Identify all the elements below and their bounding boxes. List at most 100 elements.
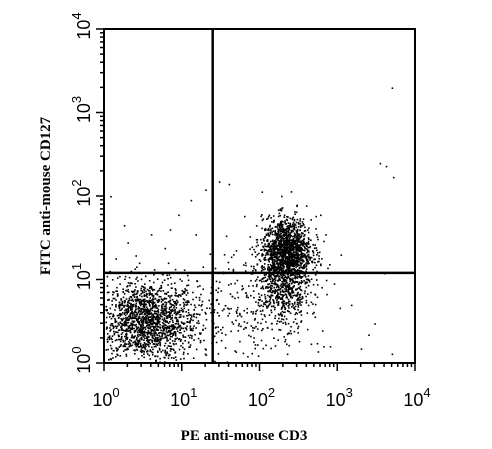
event-dot bbox=[294, 224, 297, 226]
event-dot bbox=[172, 348, 174, 350]
event-dot bbox=[279, 209, 282, 212]
event-dot bbox=[144, 312, 146, 315]
event-dot bbox=[192, 329, 194, 332]
event-dot bbox=[178, 325, 180, 328]
event-dot bbox=[284, 321, 287, 324]
event-dot bbox=[273, 264, 276, 266]
event-dot bbox=[153, 269, 156, 271]
event-dot bbox=[290, 239, 293, 242]
event-dot bbox=[279, 208, 282, 210]
event-dot bbox=[284, 275, 287, 278]
event-dot bbox=[260, 215, 262, 218]
event-dot bbox=[140, 299, 143, 302]
event-dot bbox=[136, 295, 138, 298]
event-dot bbox=[308, 280, 311, 283]
event-dot bbox=[267, 264, 269, 266]
event-dot bbox=[302, 244, 304, 247]
event-dot bbox=[181, 322, 184, 324]
event-dot bbox=[287, 332, 290, 334]
event-dot bbox=[293, 303, 296, 305]
event-dot bbox=[169, 306, 171, 309]
event-dot bbox=[281, 301, 283, 304]
event-dot bbox=[296, 312, 299, 315]
event-dot bbox=[286, 266, 288, 268]
event-dot bbox=[288, 261, 290, 263]
event-dot bbox=[290, 242, 292, 244]
event-dot bbox=[283, 235, 285, 237]
event-dot bbox=[297, 325, 300, 328]
event-dot bbox=[118, 306, 121, 309]
event-dot bbox=[153, 310, 156, 312]
event-dot bbox=[271, 328, 273, 331]
event-dot bbox=[160, 285, 163, 287]
event-dot bbox=[135, 323, 137, 326]
event-dot bbox=[169, 229, 172, 231]
event-dot bbox=[124, 333, 127, 336]
event-dot bbox=[270, 347, 272, 350]
event-dot bbox=[179, 328, 182, 331]
event-dot bbox=[297, 302, 300, 304]
event-dot bbox=[148, 280, 151, 282]
event-dot bbox=[303, 242, 306, 245]
event-dot bbox=[288, 284, 291, 287]
event-dot bbox=[215, 341, 218, 344]
event-dot bbox=[287, 216, 289, 218]
event-dot bbox=[273, 248, 276, 250]
event-dot bbox=[166, 352, 169, 355]
event-dot bbox=[187, 279, 190, 282]
event-dot bbox=[300, 259, 303, 262]
event-dot bbox=[270, 217, 272, 219]
event-dot bbox=[162, 307, 164, 310]
event-dot bbox=[190, 328, 192, 330]
event-dot bbox=[316, 342, 319, 345]
event-dot bbox=[170, 318, 172, 321]
event-dot bbox=[306, 328, 309, 331]
event-dot bbox=[392, 176, 395, 179]
event-dot bbox=[122, 341, 125, 343]
event-dot bbox=[286, 284, 289, 287]
event-dot bbox=[312, 268, 314, 271]
event-dot bbox=[195, 296, 198, 299]
event-dot bbox=[113, 332, 116, 335]
event-dot bbox=[268, 258, 271, 261]
event-dot bbox=[179, 340, 182, 342]
event-dot bbox=[267, 327, 269, 329]
event-dot bbox=[305, 205, 308, 207]
event-dot bbox=[153, 281, 155, 284]
event-dot bbox=[108, 338, 111, 341]
event-dot bbox=[299, 258, 301, 260]
event-dot bbox=[127, 303, 129, 306]
event-dot bbox=[285, 302, 288, 304]
event-dot bbox=[267, 217, 269, 220]
event-dot bbox=[120, 303, 122, 306]
event-dot bbox=[303, 241, 305, 243]
event-dot bbox=[268, 278, 271, 280]
event-dot bbox=[167, 322, 170, 324]
x-tick-base: 10 bbox=[326, 390, 346, 410]
event-dot bbox=[153, 312, 156, 315]
event-dot bbox=[140, 349, 143, 351]
event-dot bbox=[111, 323, 114, 325]
event-dot bbox=[124, 304, 126, 307]
event-dot bbox=[265, 249, 268, 251]
event-dot bbox=[290, 255, 293, 257]
event-dot bbox=[281, 280, 283, 283]
event-dot bbox=[152, 321, 155, 324]
event-dot bbox=[350, 304, 353, 307]
event-dot bbox=[137, 306, 140, 308]
event-dot bbox=[167, 284, 169, 286]
event-dot bbox=[291, 297, 294, 299]
event-dot bbox=[280, 293, 282, 296]
event-dot bbox=[270, 267, 273, 270]
event-dot bbox=[262, 218, 265, 220]
event-dot bbox=[117, 317, 120, 319]
event-dot bbox=[228, 268, 230, 270]
event-dot bbox=[296, 250, 298, 252]
event-dot bbox=[301, 225, 304, 227]
event-dot bbox=[158, 322, 160, 324]
event-dot bbox=[149, 333, 152, 335]
event-dot bbox=[160, 312, 162, 314]
event-dot bbox=[309, 256, 311, 259]
event-dot bbox=[150, 286, 153, 288]
event-dot bbox=[279, 279, 281, 281]
